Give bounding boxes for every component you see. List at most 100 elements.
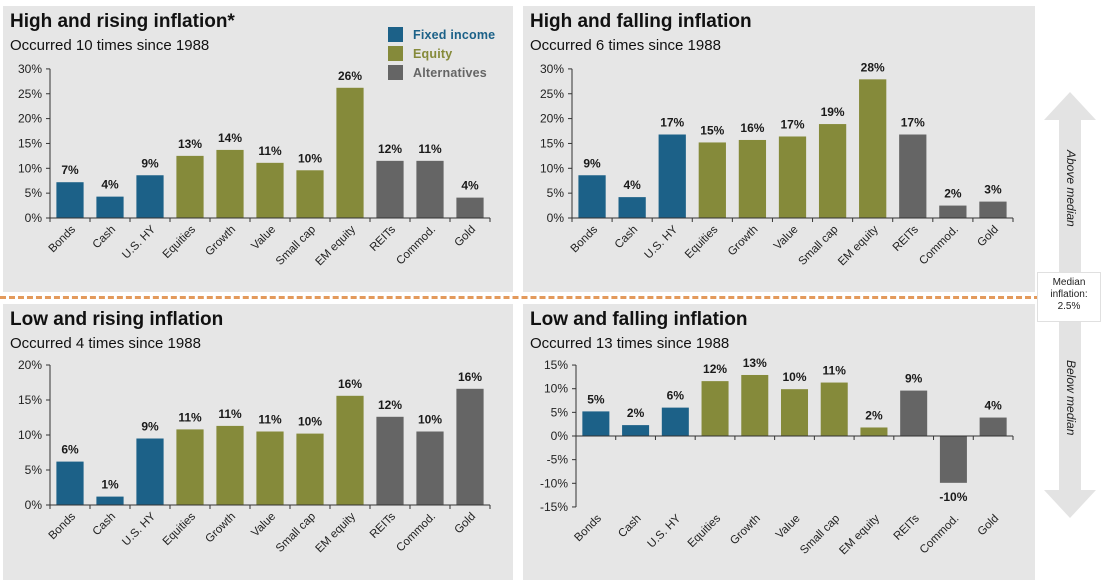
bar-commod- [939, 436, 967, 483]
data-label: 12% [703, 362, 727, 376]
bar-cash [96, 496, 124, 505]
y-tick-label: 10% [544, 382, 568, 396]
x-category-label: REITs [891, 223, 921, 253]
x-category-label: Small cap [274, 511, 318, 555]
x-category-label: Growth [726, 224, 761, 259]
legend-swatch-equity [388, 46, 403, 61]
bar-gold [456, 197, 484, 218]
x-category-label: EM equity [837, 512, 882, 557]
data-label: 9% [583, 156, 601, 170]
chart-subtitle: Occurred 10 times since 1988 [10, 37, 210, 54]
bar-commod- [416, 431, 444, 505]
data-label: 17% [660, 116, 684, 130]
data-label: 3% [984, 183, 1002, 197]
bar-equities [701, 381, 729, 436]
x-category-label: Commod. [394, 511, 438, 555]
bar-em-equity [336, 87, 364, 218]
y-tick-label: 20% [540, 112, 564, 126]
x-category-label: Value [772, 224, 801, 253]
bar-value [256, 162, 284, 218]
x-category-label: Cash [91, 511, 118, 538]
median-inflation-box: Median inflation: 2.5% [1037, 272, 1101, 322]
data-label: 10% [418, 413, 442, 427]
x-category-label: U.S. HY [120, 223, 158, 261]
median-divider-line [0, 296, 1040, 299]
bar-value [778, 136, 807, 218]
data-label: 12% [378, 398, 402, 412]
y-tick-label: 0% [25, 211, 43, 225]
y-tick-label: 15% [18, 136, 42, 150]
bar-em-equity [859, 79, 887, 218]
chart-panel-low-falling: Low and falling inflation Occurred 13 ti… [523, 304, 1035, 580]
legend-swatch-alternatives [388, 65, 403, 80]
data-label: 6% [61, 443, 79, 457]
data-label: 7% [61, 163, 79, 177]
legend-label: Fixed income [413, 27, 496, 42]
x-category-label: U.S. HY [120, 510, 158, 548]
chart-title: High and rising inflation* [10, 11, 235, 32]
y-tick-label: 5% [25, 463, 43, 477]
bar-chart-high-falling: 0% 5% 10% 15% 20% 25% 30% 9% 4% 17% 15% 16% 17% 19% 28… [540, 60, 1014, 268]
y-tick-label: 5% [551, 405, 569, 419]
data-label: 6% [667, 389, 685, 403]
data-label: 16% [458, 370, 482, 384]
x-category-label: REITs [368, 510, 398, 540]
y-tick-label: -5% [547, 453, 569, 467]
x-category-label: Bonds [572, 512, 604, 544]
x-category-label: Small cap [797, 224, 841, 268]
bar-gold [979, 417, 1007, 436]
x-category-label: REITs [368, 223, 398, 253]
x-category-label: Commod. [394, 224, 438, 268]
data-label: 4% [101, 178, 119, 192]
x-category-label: Gold [975, 224, 1001, 250]
chart-panel-high-falling: High and falling inflation Occurred 6 ti… [523, 6, 1035, 292]
data-label: 2% [944, 187, 962, 201]
data-label: 9% [905, 372, 923, 386]
bar-small-cap [820, 382, 848, 436]
data-label: 4% [623, 178, 641, 192]
x-category-label: EM equity [313, 223, 358, 268]
data-label: 17% [901, 116, 925, 130]
chart-subtitle: Occurred 13 times since 1988 [530, 335, 730, 352]
median-label: Median [1052, 277, 1086, 288]
y-tick-label: 10% [18, 161, 42, 175]
x-category-label: Commod. [918, 513, 962, 557]
chart-subtitle: Occurred 6 times since 1988 [530, 37, 721, 54]
x-category-label: Equities [686, 512, 724, 550]
bar-reits [376, 416, 404, 505]
bar-growth [741, 374, 769, 436]
y-tick-label: 30% [18, 62, 42, 76]
data-label: 10% [782, 370, 806, 384]
bar-gold [979, 201, 1007, 218]
bar-gold [456, 388, 484, 505]
x-category-label: Value [249, 224, 278, 253]
bar-reits [376, 160, 404, 218]
x-category-label: Equities [161, 510, 199, 548]
median-value: 2.5% [1057, 301, 1081, 312]
legend-item-equity: Equity [388, 44, 495, 63]
legend-label: Equity [413, 46, 453, 61]
data-label: 11% [418, 142, 442, 156]
bar-value [780, 389, 809, 436]
x-category-label: Equities [161, 223, 199, 261]
y-tick-label: -10% [540, 476, 568, 490]
y-tick-label: 5% [25, 186, 43, 200]
data-label: 10% [298, 151, 322, 165]
bar-reits [899, 134, 927, 218]
bar-commod- [939, 205, 967, 218]
data-label: 11% [178, 410, 202, 424]
y-tick-label: 5% [547, 186, 565, 200]
chart-title: High and falling inflation [530, 11, 752, 32]
x-category-label: Equities [683, 223, 721, 261]
x-category-label: Growth [203, 511, 238, 546]
data-label: 11% [218, 407, 242, 421]
bar-em-equity [336, 395, 364, 505]
bar-bonds [578, 175, 606, 218]
bar-cash [96, 196, 124, 218]
data-label: 16% [740, 121, 764, 135]
data-label: 9% [141, 420, 159, 434]
data-label: 9% [141, 156, 159, 170]
bar-cash [622, 425, 650, 436]
bar-small-cap [818, 124, 847, 218]
bar-growth [216, 425, 244, 505]
